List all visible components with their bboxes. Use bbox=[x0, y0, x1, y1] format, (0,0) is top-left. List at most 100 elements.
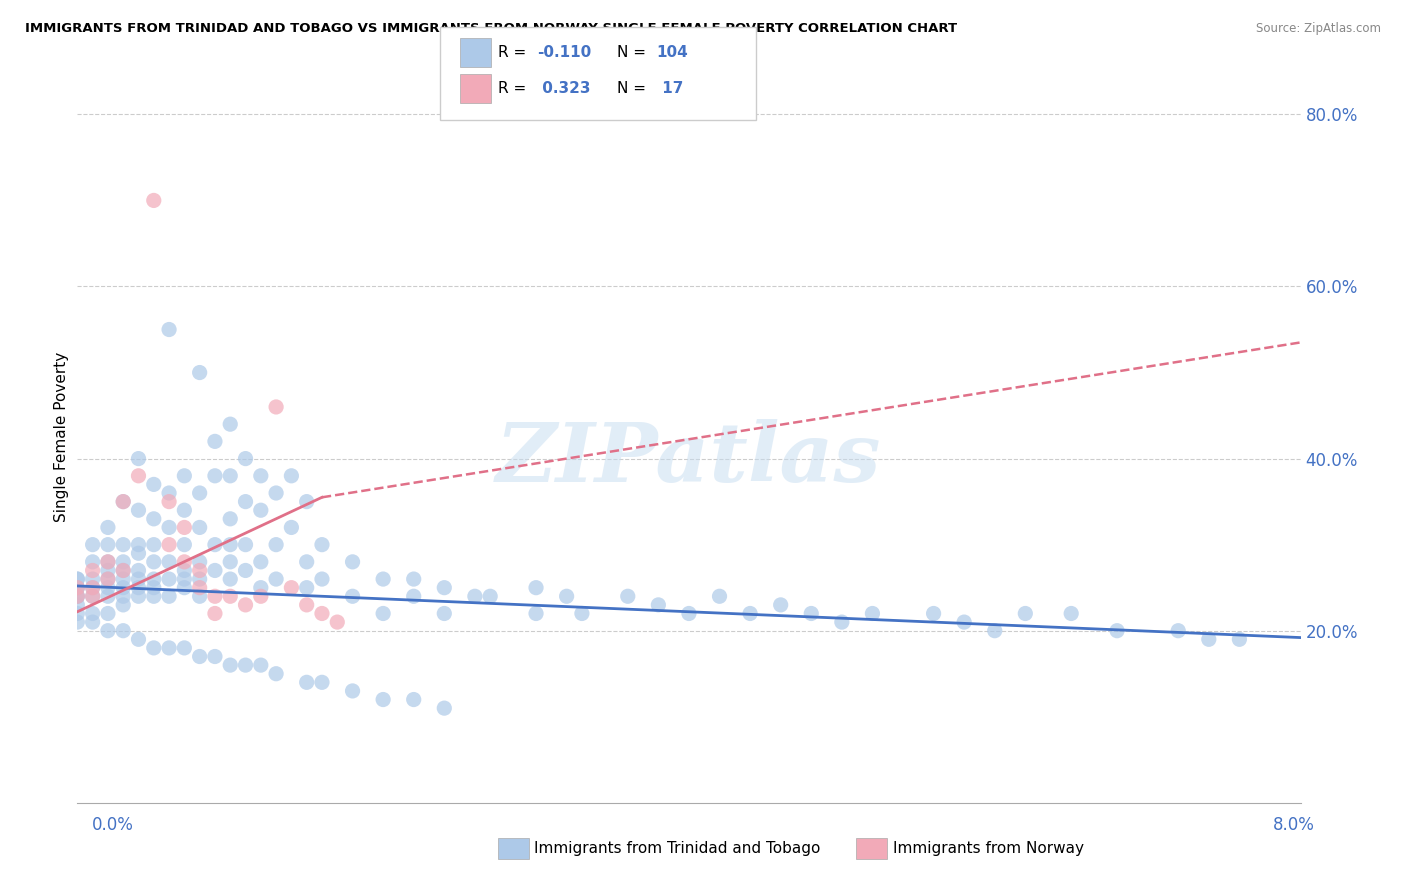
Point bbox=[204, 468, 226, 483]
Point bbox=[800, 607, 823, 621]
Point bbox=[264, 400, 287, 414]
Text: 104: 104 bbox=[657, 45, 689, 60]
Point bbox=[142, 555, 165, 569]
Point bbox=[188, 555, 211, 569]
Point bbox=[173, 468, 195, 483]
Point bbox=[1014, 607, 1036, 621]
Point bbox=[82, 581, 104, 595]
Point bbox=[66, 598, 89, 612]
Point bbox=[433, 701, 456, 715]
Text: N =: N = bbox=[617, 45, 651, 60]
Point bbox=[188, 589, 211, 603]
Point bbox=[371, 692, 394, 706]
Point bbox=[326, 615, 349, 629]
Point bbox=[571, 607, 593, 621]
Point bbox=[66, 607, 89, 621]
Point bbox=[82, 564, 104, 578]
Point bbox=[112, 598, 135, 612]
Point bbox=[524, 607, 547, 621]
Point bbox=[219, 538, 242, 552]
Point bbox=[235, 451, 257, 466]
Point bbox=[82, 572, 104, 586]
Text: Immigrants from Trinidad and Tobago: Immigrants from Trinidad and Tobago bbox=[534, 841, 821, 855]
Point bbox=[173, 538, 195, 552]
Point bbox=[188, 520, 211, 534]
Point bbox=[402, 572, 425, 586]
Point bbox=[142, 477, 165, 491]
Point bbox=[82, 581, 104, 595]
Point bbox=[709, 589, 731, 603]
Point bbox=[112, 564, 135, 578]
Point bbox=[204, 434, 226, 449]
Point bbox=[112, 572, 135, 586]
Point bbox=[173, 555, 195, 569]
Point bbox=[142, 640, 165, 655]
Point bbox=[250, 468, 273, 483]
Point bbox=[173, 572, 195, 586]
Point bbox=[66, 589, 89, 603]
Point bbox=[142, 589, 165, 603]
Point bbox=[66, 572, 89, 586]
Point bbox=[204, 538, 226, 552]
Point bbox=[127, 572, 149, 586]
Point bbox=[235, 538, 257, 552]
Point bbox=[173, 564, 195, 578]
Point bbox=[97, 624, 120, 638]
Point bbox=[157, 520, 180, 534]
Point bbox=[280, 581, 302, 595]
Point bbox=[204, 589, 226, 603]
Point bbox=[97, 589, 120, 603]
Point bbox=[1167, 624, 1189, 638]
Point bbox=[953, 615, 976, 629]
Text: R =: R = bbox=[498, 81, 531, 95]
Point bbox=[157, 486, 180, 500]
Point bbox=[112, 494, 135, 508]
Point bbox=[678, 607, 700, 621]
Point bbox=[127, 581, 149, 595]
Point bbox=[984, 624, 1007, 638]
Point bbox=[97, 572, 120, 586]
Point bbox=[127, 546, 149, 560]
Point bbox=[235, 658, 257, 673]
Point bbox=[66, 589, 89, 603]
Point bbox=[97, 538, 120, 552]
Point bbox=[97, 581, 120, 595]
Point bbox=[112, 581, 135, 595]
Point bbox=[142, 581, 165, 595]
Text: 8.0%: 8.0% bbox=[1272, 816, 1315, 834]
Point bbox=[219, 658, 242, 673]
Point bbox=[112, 564, 135, 578]
Point bbox=[173, 640, 195, 655]
Point bbox=[219, 417, 242, 432]
Point bbox=[295, 494, 318, 508]
Point bbox=[235, 494, 257, 508]
Point bbox=[142, 194, 165, 208]
Point bbox=[112, 624, 135, 638]
Text: 17: 17 bbox=[657, 81, 683, 95]
Point bbox=[250, 555, 273, 569]
Point bbox=[219, 589, 242, 603]
Text: Source: ZipAtlas.com: Source: ZipAtlas.com bbox=[1256, 22, 1381, 36]
Point bbox=[342, 555, 364, 569]
Point bbox=[142, 538, 165, 552]
Point bbox=[188, 486, 211, 500]
Point bbox=[250, 658, 273, 673]
Point bbox=[860, 607, 884, 621]
Point bbox=[264, 666, 287, 681]
Point bbox=[97, 564, 120, 578]
Point bbox=[311, 607, 333, 621]
Point bbox=[479, 589, 502, 603]
Point bbox=[235, 564, 257, 578]
Point bbox=[280, 468, 302, 483]
Text: IMMIGRANTS FROM TRINIDAD AND TOBAGO VS IMMIGRANTS FROM NORWAY SINGLE FEMALE POVE: IMMIGRANTS FROM TRINIDAD AND TOBAGO VS I… bbox=[25, 22, 957, 36]
Point bbox=[97, 572, 120, 586]
Point bbox=[188, 649, 211, 664]
Text: -0.110: -0.110 bbox=[537, 45, 592, 60]
Point bbox=[82, 555, 104, 569]
Point bbox=[97, 555, 120, 569]
Point bbox=[157, 322, 180, 336]
Text: 0.323: 0.323 bbox=[537, 81, 591, 95]
Point bbox=[1060, 607, 1083, 621]
Point bbox=[342, 589, 364, 603]
Point bbox=[219, 512, 242, 526]
